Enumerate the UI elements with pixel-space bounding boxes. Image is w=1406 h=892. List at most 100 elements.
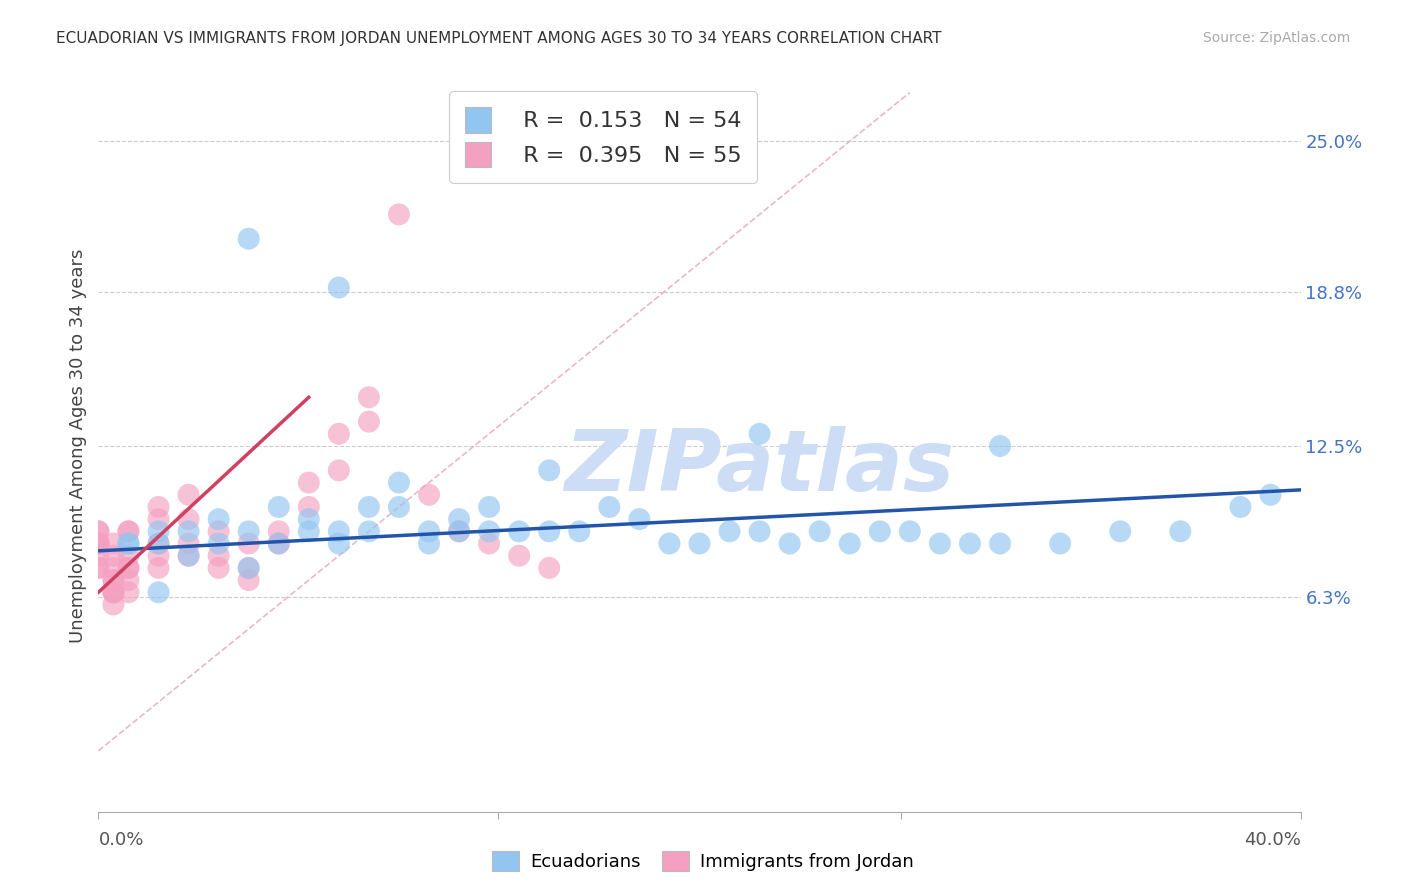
Point: [238, 232, 260, 246]
Point: [959, 536, 981, 550]
Point: [117, 536, 139, 550]
Point: [148, 549, 170, 563]
Point: [148, 536, 170, 550]
Point: [117, 536, 139, 550]
Point: [418, 488, 440, 502]
Point: [328, 280, 350, 294]
Point: [103, 598, 125, 612]
Point: [177, 512, 200, 526]
Point: [508, 524, 530, 539]
Point: [598, 500, 620, 514]
Text: ECUADORIAN VS IMMIGRANTS FROM JORDAN UNEMPLOYMENT AMONG AGES 30 TO 34 YEARS CORR: ECUADORIAN VS IMMIGRANTS FROM JORDAN UNE…: [56, 31, 942, 46]
Point: [628, 512, 651, 526]
Point: [447, 524, 470, 539]
Point: [748, 524, 770, 539]
Point: [87, 561, 110, 575]
Point: [357, 524, 380, 539]
Point: [658, 536, 681, 550]
Point: [87, 524, 110, 539]
Point: [298, 512, 321, 526]
Point: [357, 390, 380, 404]
Point: [568, 524, 591, 539]
Point: [538, 561, 561, 575]
Point: [103, 561, 125, 575]
Point: [103, 573, 125, 587]
Text: 40.0%: 40.0%: [1244, 831, 1301, 849]
Point: [328, 524, 350, 539]
Point: [748, 426, 770, 441]
Point: [117, 573, 139, 587]
Point: [177, 524, 200, 539]
Point: [177, 549, 200, 563]
Point: [87, 549, 110, 563]
Point: [718, 524, 741, 539]
Point: [988, 536, 1011, 550]
Point: [238, 573, 260, 587]
Point: [447, 512, 470, 526]
Point: [238, 536, 260, 550]
Point: [148, 536, 170, 550]
Point: [148, 512, 170, 526]
Point: [478, 524, 501, 539]
Point: [538, 463, 561, 477]
Point: [508, 549, 530, 563]
Point: [1170, 524, 1192, 539]
Point: [238, 561, 260, 575]
Point: [87, 536, 110, 550]
Point: [117, 585, 139, 599]
Point: [538, 524, 561, 539]
Point: [103, 585, 125, 599]
Point: [208, 512, 231, 526]
Point: [328, 536, 350, 550]
Point: [357, 415, 380, 429]
Point: [388, 207, 411, 221]
Point: [1109, 524, 1132, 539]
Point: [298, 524, 321, 539]
Point: [87, 536, 110, 550]
Point: [87, 536, 110, 550]
Point: [779, 536, 801, 550]
Point: [208, 561, 231, 575]
Point: [238, 561, 260, 575]
Point: [328, 463, 350, 477]
Legend:   R =  0.153   N = 54,   R =  0.395   N = 55: R = 0.153 N = 54, R = 0.395 N = 55: [450, 91, 758, 183]
Point: [808, 524, 831, 539]
Point: [148, 561, 170, 575]
Point: [388, 500, 411, 514]
Point: [103, 585, 125, 599]
Text: 0.0%: 0.0%: [98, 831, 143, 849]
Point: [87, 524, 110, 539]
Point: [238, 524, 260, 539]
Point: [87, 561, 110, 575]
Point: [869, 524, 891, 539]
Point: [478, 500, 501, 514]
Point: [988, 439, 1011, 453]
Point: [103, 536, 125, 550]
Point: [1049, 536, 1071, 550]
Point: [447, 524, 470, 539]
Point: [87, 536, 110, 550]
Point: [418, 524, 440, 539]
Point: [117, 524, 139, 539]
Point: [103, 573, 125, 587]
Point: [1260, 488, 1282, 502]
Point: [177, 488, 200, 502]
Point: [208, 524, 231, 539]
Point: [117, 524, 139, 539]
Point: [418, 536, 440, 550]
Point: [298, 475, 321, 490]
Point: [103, 549, 125, 563]
Point: [267, 524, 290, 539]
Point: [208, 549, 231, 563]
Point: [838, 536, 860, 550]
Point: [208, 536, 231, 550]
Point: [117, 561, 139, 575]
Point: [117, 561, 139, 575]
Point: [267, 536, 290, 550]
Point: [148, 585, 170, 599]
Point: [87, 536, 110, 550]
Point: [929, 536, 952, 550]
Point: [103, 585, 125, 599]
Point: [688, 536, 710, 550]
Point: [177, 549, 200, 563]
